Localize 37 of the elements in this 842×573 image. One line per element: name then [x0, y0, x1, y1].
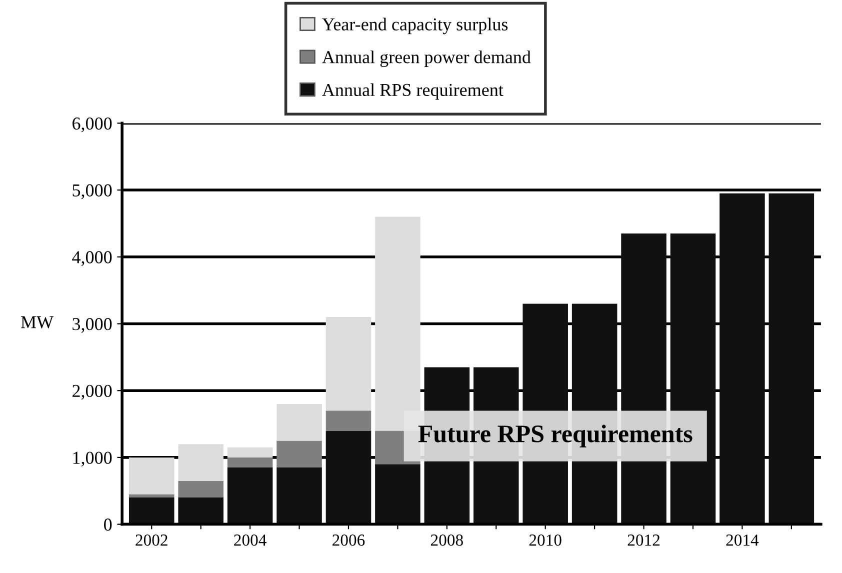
bar	[128, 498, 174, 524]
bar	[276, 404, 322, 441]
bar	[326, 410, 372, 431]
x-tick-label: 2004	[234, 534, 266, 546]
bar	[227, 457, 273, 468]
x-tick-label: 2014	[726, 534, 759, 546]
bar	[128, 494, 174, 498]
y-tick-label: 2,000	[72, 384, 112, 400]
y-tick-label: 4,000	[72, 251, 112, 266]
annotation: Future RPS requirements	[418, 424, 692, 448]
bar	[720, 193, 765, 524]
bar	[326, 317, 372, 411]
bar	[326, 430, 372, 524]
bar	[227, 467, 273, 524]
y-axis-title: MW	[20, 316, 54, 328]
x-tick-label: 2012	[628, 534, 660, 546]
x-tick-label: 2008	[430, 534, 463, 546]
bar	[276, 467, 322, 524]
y-tick-label: 3,000	[72, 318, 112, 333]
bar	[128, 457, 174, 494]
y-tick-label: 5,000	[72, 184, 112, 200]
legend-label: Annual RPS requirement	[322, 83, 504, 100]
x-tick-label: 2010	[529, 534, 562, 546]
legend-label: Annual green power demand	[322, 50, 531, 67]
y-tick-label: 0	[104, 518, 112, 531]
bar	[276, 440, 322, 468]
y-tick-label: 1,000	[73, 452, 112, 466]
y-tick-label: 6,000	[72, 117, 112, 132]
x-tick-label: 2006	[332, 534, 365, 546]
bar	[178, 444, 224, 481]
legend-label: Year-end capacity surplus	[322, 18, 508, 34]
bar	[227, 447, 273, 458]
bar	[768, 193, 814, 524]
bar	[178, 480, 224, 498]
x-tick-label: 2002	[136, 534, 168, 546]
bar	[178, 498, 224, 524]
bar	[375, 464, 420, 524]
